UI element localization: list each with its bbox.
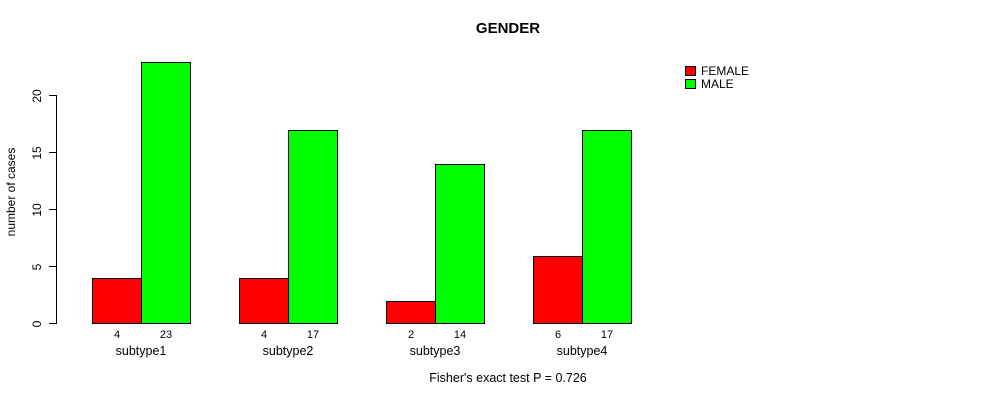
y-tick-mark	[49, 152, 56, 153]
bar-value-label-subtype4-male: 17	[600, 329, 614, 341]
bar-value-label-subtype4-female: 6	[554, 329, 562, 341]
x-category-label-subtype2: subtype2	[262, 344, 314, 358]
bar-female-subtype3	[386, 301, 436, 324]
y-tick-mark	[49, 95, 56, 96]
legend-swatch-female	[685, 66, 696, 76]
y-tick-mark	[49, 209, 56, 210]
legend-item-male: MALE	[685, 78, 749, 90]
fisher-test-annotation: Fisher's exact test P = 0.726	[429, 371, 587, 385]
bar-male-subtype2	[288, 130, 338, 324]
y-tick-label: 0	[30, 320, 44, 327]
bar-female-subtype1	[92, 278, 142, 324]
y-tick-mark	[49, 266, 56, 267]
legend: FEMALE MALE	[685, 65, 749, 91]
bar-male-subtype4	[582, 130, 632, 324]
legend-label-male: MALE	[701, 77, 734, 91]
bar-female-subtype4	[533, 256, 583, 324]
legend-item-female: FEMALE	[685, 65, 749, 77]
legend-label-female: FEMALE	[701, 64, 750, 78]
bar-male-subtype3	[435, 164, 485, 324]
y-tick-label: 20	[30, 88, 44, 103]
bar-value-label-subtype3-male: 14	[453, 329, 467, 341]
x-category-label-subtype1: subtype1	[115, 344, 167, 358]
x-category-label-subtype4: subtype4	[556, 344, 608, 358]
bar-value-label-subtype2-female: 4	[260, 329, 268, 341]
bar-female-subtype2	[239, 278, 289, 324]
y-tick-label: 5	[30, 263, 44, 270]
bar-value-label-subtype1-female: 4	[113, 329, 121, 341]
bar-male-subtype1	[141, 62, 191, 324]
bar-value-label-subtype1-male: 23	[159, 329, 173, 341]
y-tick-mark	[49, 323, 56, 324]
x-category-label-subtype3: subtype3	[409, 344, 461, 358]
legend-swatch-male	[685, 79, 696, 89]
y-tick-label: 10	[30, 202, 44, 217]
y-tick-label: 15	[30, 145, 44, 160]
chart-title: GENDER	[475, 20, 541, 37]
bar-value-label-subtype3-female: 2	[407, 329, 415, 341]
bar-value-label-subtype2-male: 17	[306, 329, 320, 341]
y-axis-line	[56, 95, 57, 324]
